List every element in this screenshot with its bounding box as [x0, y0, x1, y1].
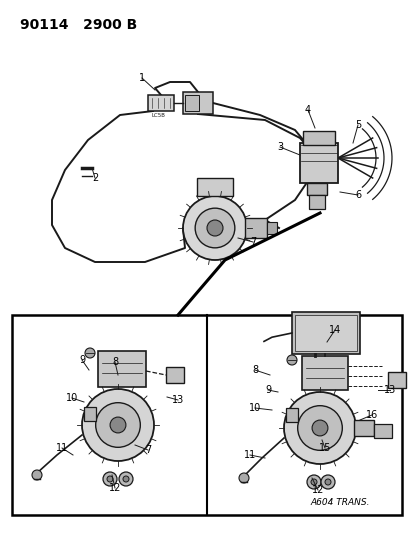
Bar: [197, 178, 233, 196]
Text: 1: 1: [139, 73, 145, 83]
Bar: [294, 315, 356, 351]
Bar: [373, 424, 391, 438]
Text: 8: 8: [252, 365, 257, 375]
Circle shape: [286, 355, 296, 365]
Circle shape: [82, 389, 154, 461]
Bar: [147, 95, 173, 111]
Bar: [166, 367, 183, 383]
Bar: [12, 315, 401, 515]
Bar: [302, 131, 334, 145]
Circle shape: [311, 420, 327, 436]
Text: 10: 10: [66, 393, 78, 403]
Circle shape: [183, 196, 247, 260]
Text: 9: 9: [79, 355, 85, 365]
Text: 16: 16: [365, 410, 377, 420]
Text: 10: 10: [248, 403, 261, 413]
Circle shape: [206, 220, 223, 236]
Text: 11: 11: [56, 443, 68, 453]
Bar: [387, 372, 405, 388]
Circle shape: [310, 479, 316, 485]
Bar: [185, 95, 199, 111]
Text: 11: 11: [243, 450, 256, 460]
Circle shape: [107, 476, 113, 482]
Text: 6: 6: [354, 190, 360, 200]
Circle shape: [238, 473, 248, 483]
Circle shape: [103, 472, 117, 486]
Bar: [244, 218, 266, 238]
Text: 13: 13: [383, 385, 395, 395]
Circle shape: [297, 406, 342, 450]
Circle shape: [95, 402, 140, 447]
Circle shape: [123, 476, 129, 482]
Text: A604 TRANS.: A604 TRANS.: [309, 498, 369, 507]
Bar: [301, 356, 347, 390]
Bar: [183, 92, 212, 114]
Bar: [299, 143, 337, 183]
Text: 13: 13: [171, 395, 184, 405]
Circle shape: [85, 348, 95, 358]
Circle shape: [119, 472, 133, 486]
Text: 5: 5: [354, 120, 360, 130]
Bar: [84, 407, 96, 421]
Circle shape: [306, 475, 320, 489]
Text: 14: 14: [328, 325, 340, 335]
Bar: [285, 408, 297, 422]
Bar: [308, 195, 324, 209]
Text: 90114   2900 B: 90114 2900 B: [20, 18, 137, 32]
Circle shape: [324, 479, 330, 485]
Circle shape: [110, 417, 126, 433]
Circle shape: [320, 475, 334, 489]
Bar: [266, 222, 276, 234]
Circle shape: [283, 392, 355, 464]
Circle shape: [32, 470, 42, 480]
Bar: [306, 183, 326, 195]
Text: LC5B: LC5B: [152, 113, 166, 118]
Text: 3: 3: [276, 142, 282, 152]
Text: 15: 15: [318, 443, 330, 453]
Text: 7: 7: [249, 237, 256, 247]
Text: 7: 7: [145, 445, 151, 455]
Text: 12: 12: [109, 483, 121, 493]
Text: 9: 9: [264, 385, 271, 395]
Bar: [291, 312, 359, 354]
Bar: [98, 351, 146, 387]
Circle shape: [195, 208, 234, 248]
Text: 12: 12: [311, 485, 323, 495]
Text: 8: 8: [112, 357, 118, 367]
Circle shape: [187, 97, 199, 109]
Text: 2: 2: [92, 173, 98, 183]
Bar: [353, 420, 373, 436]
Text: 4: 4: [304, 105, 310, 115]
